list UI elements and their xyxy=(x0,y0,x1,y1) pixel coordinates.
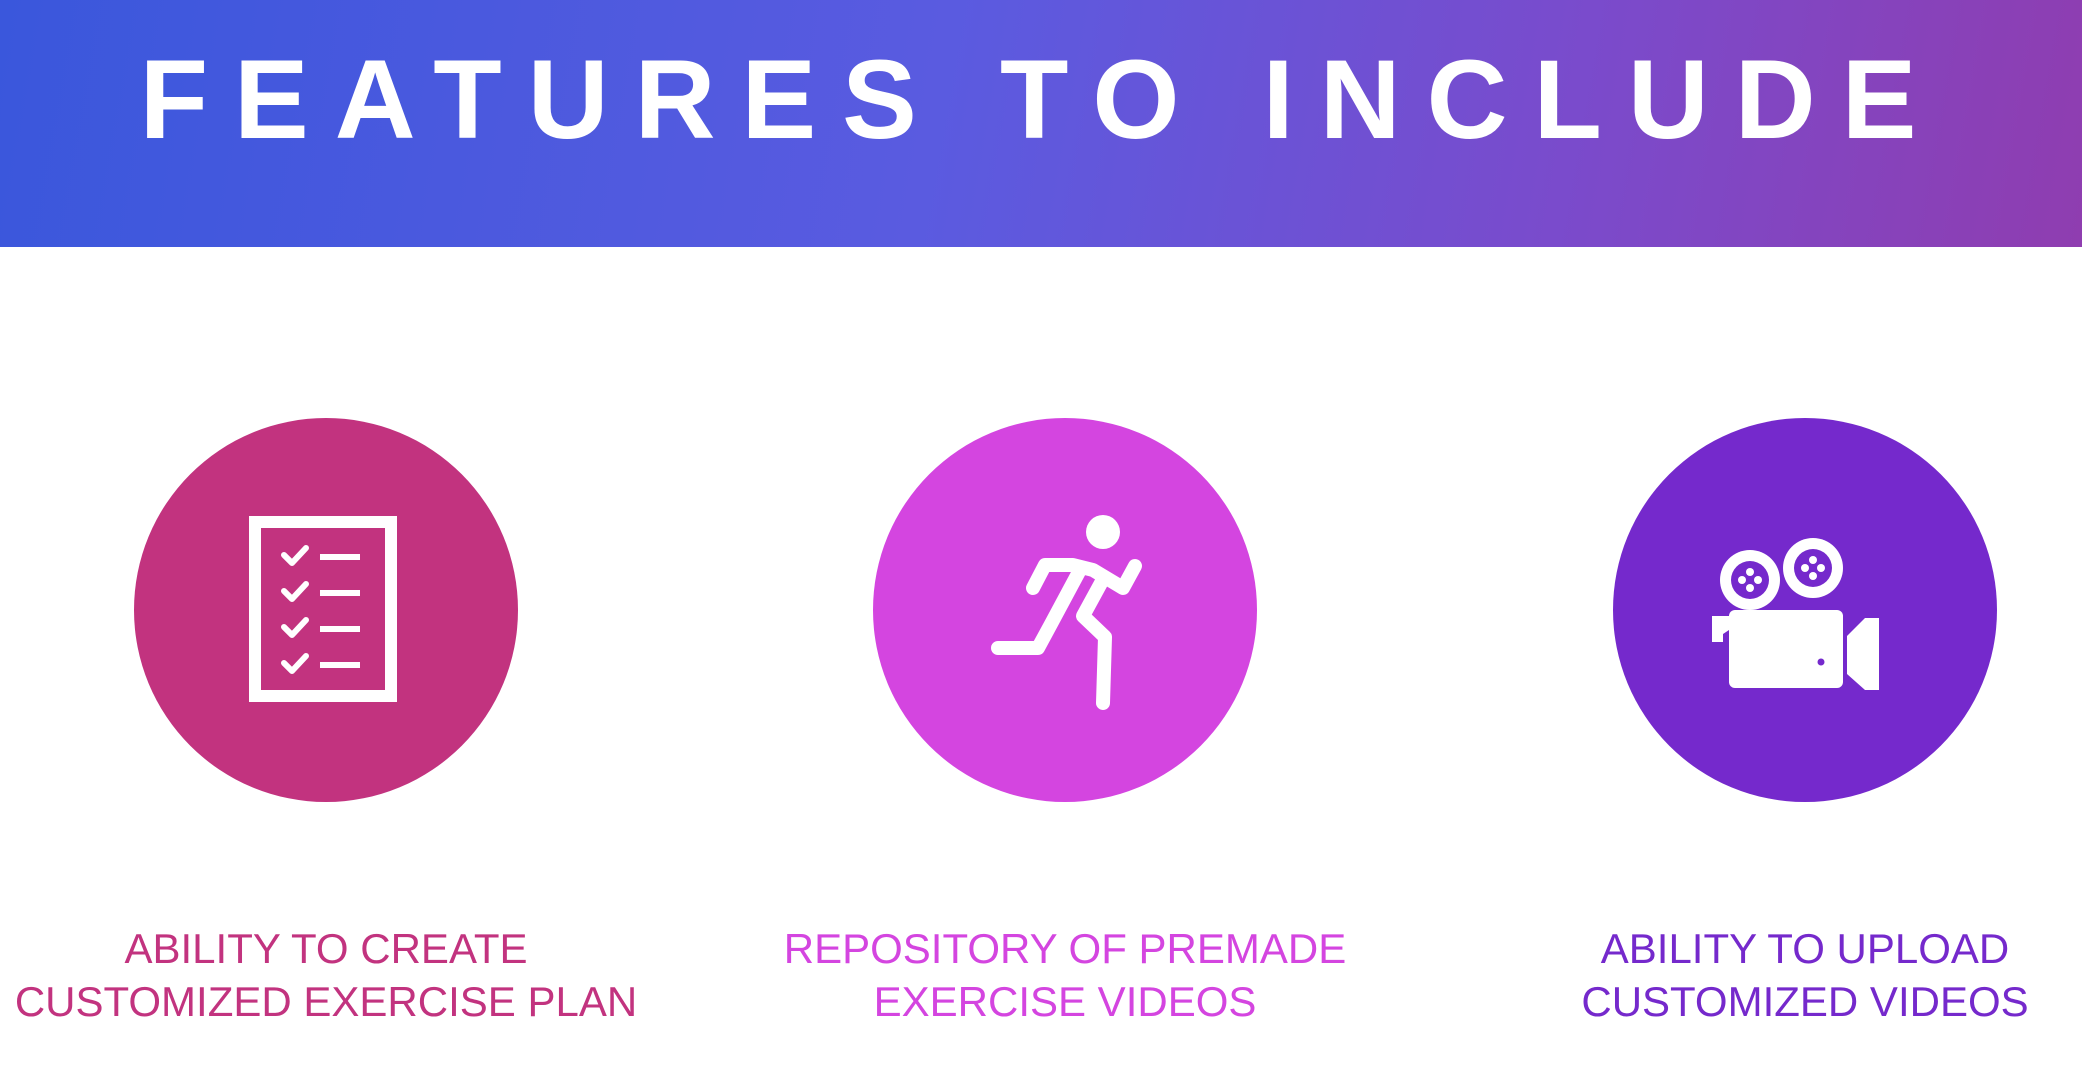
page-title: FEATURES TO INCLUDE xyxy=(139,37,1943,162)
feature-caption-line2: CUSTOMIZED EXERCISE PLAN xyxy=(14,978,638,1025)
running-person-icon xyxy=(991,515,1142,710)
feature-caption-line1: ABILITY TO CREATE xyxy=(124,925,528,972)
feature-caption-line1: REPOSITORY OF PREMADE xyxy=(783,925,1347,972)
feature-caption-line2: CUSTOMIZED VIDEOS xyxy=(1581,978,2029,1025)
checklist-icon xyxy=(249,516,397,702)
video-camera-icon xyxy=(1712,538,1879,690)
feature-caption: ABILITY TO UPLOAD CUSTOMIZED VIDEOS xyxy=(1455,922,2082,1028)
feature-circle xyxy=(1613,418,1997,802)
feature-caption: REPOSITORY OF PREMADE EXERCISE VIDEOS xyxy=(715,922,1415,1028)
feature-circle xyxy=(873,418,1257,802)
feature-circle xyxy=(134,418,518,802)
feature-caption: ABILITY TO CREATE CUSTOMIZED EXERCISE PL… xyxy=(0,922,676,1028)
feature-caption-line2: EXERCISE VIDEOS xyxy=(873,978,1257,1025)
feature-caption-line1: ABILITY TO UPLOAD xyxy=(1600,925,2010,972)
header-banner: FEATURES TO INCLUDE xyxy=(0,0,2082,247)
